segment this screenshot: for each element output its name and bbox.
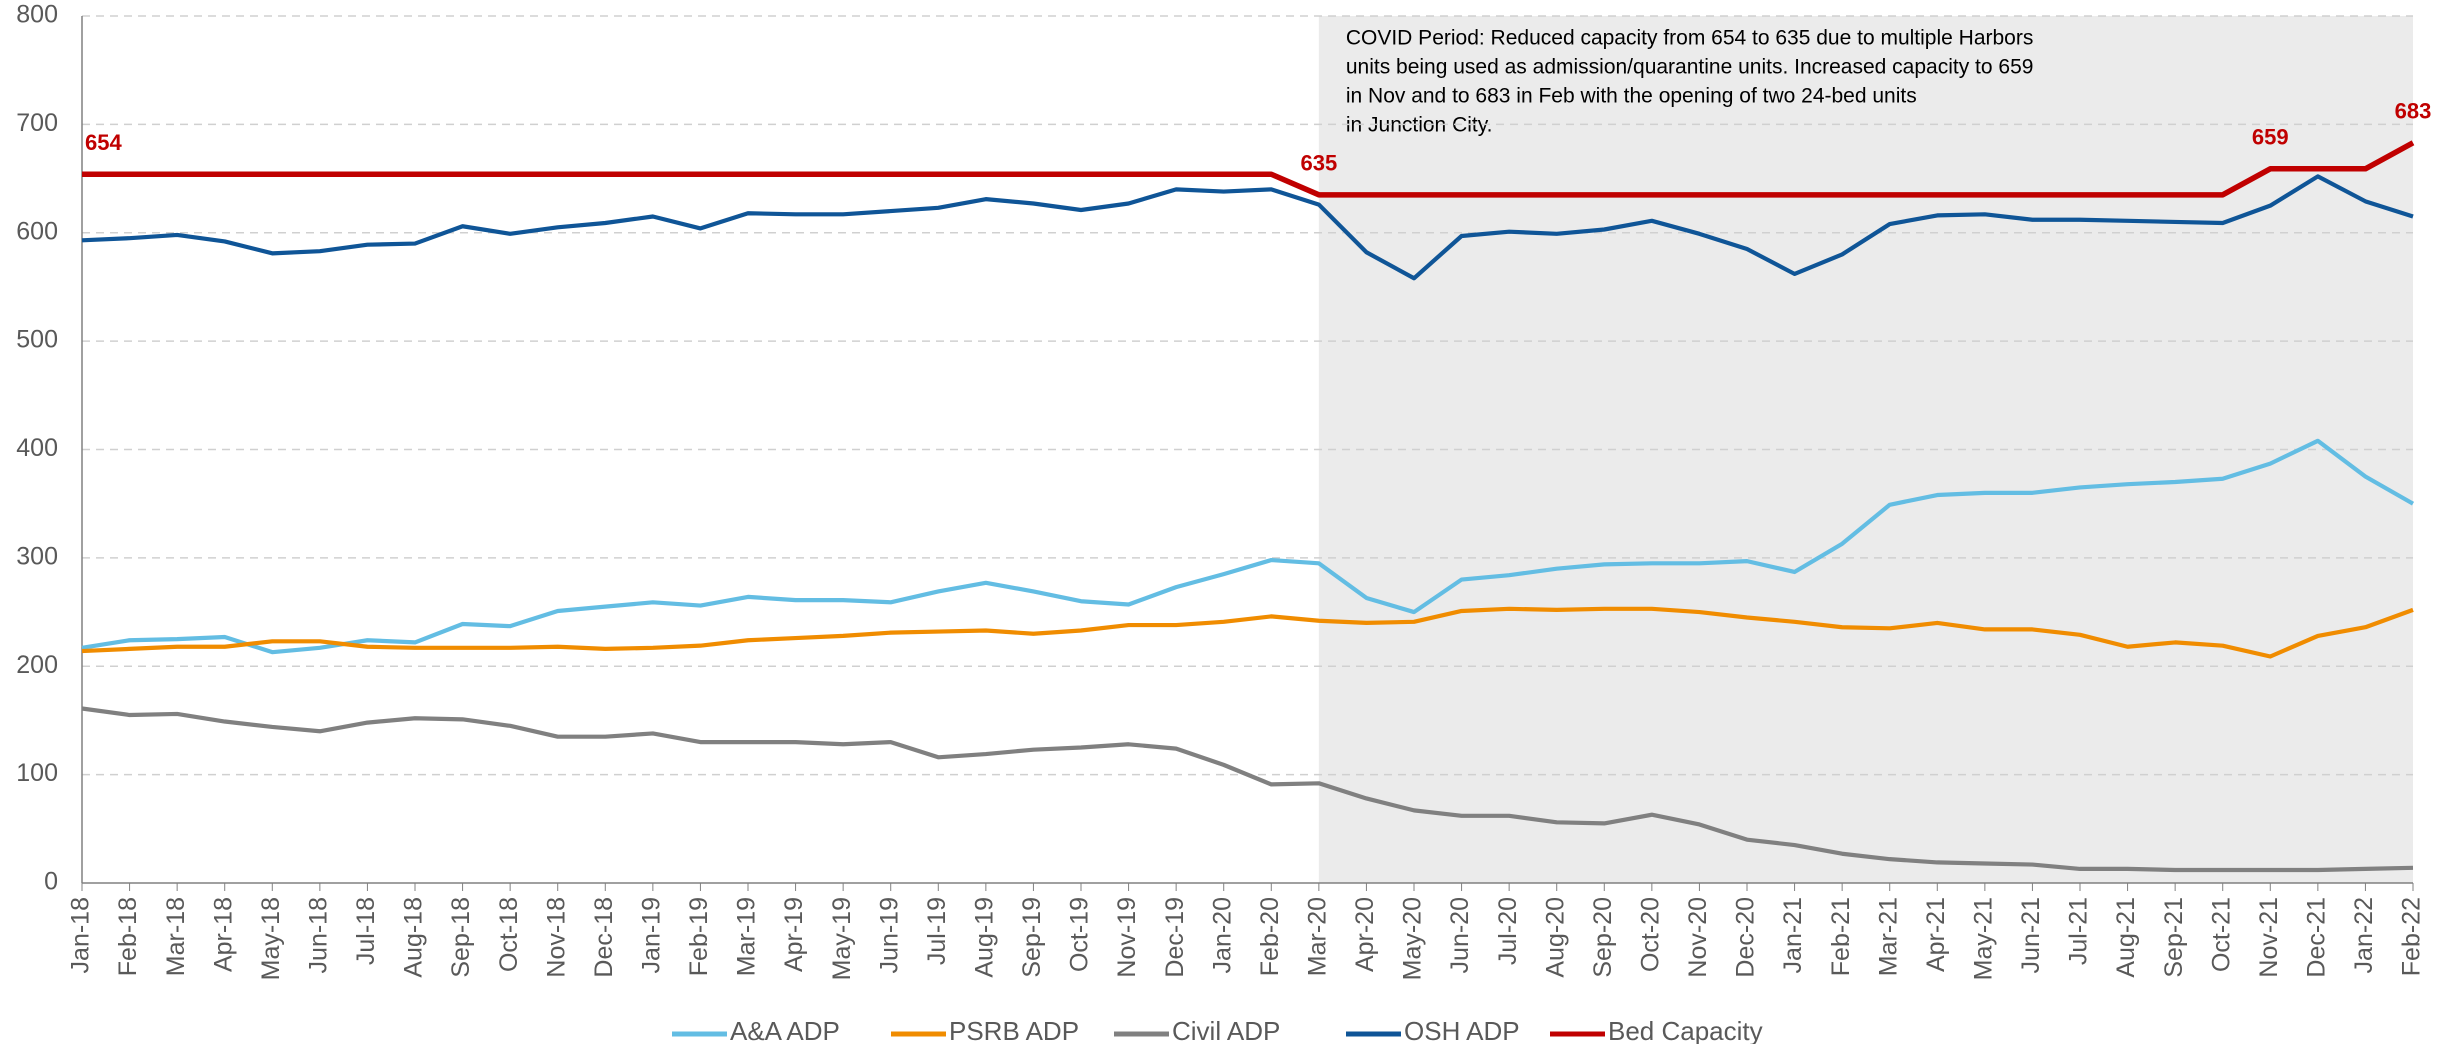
x-tick-label: Mar-18	[162, 897, 190, 976]
x-tick-label: Jun-18	[304, 897, 332, 973]
x-tick-label: Jan-21	[1779, 897, 1807, 973]
x-tick-label: May-20	[1399, 897, 1427, 980]
x-tick-label: Oct-20	[1636, 897, 1664, 972]
x-tick-label: Oct-19	[1066, 897, 1094, 972]
x-tick-label: Oct-18	[495, 897, 523, 972]
y-tick-label: 700	[16, 109, 58, 137]
series-line	[81, 606, 2414, 659]
x-tick-label: Sep-21	[2160, 897, 2188, 978]
x-tick-label: Jun-21	[2017, 897, 2045, 973]
series-line	[82, 140, 2415, 198]
y-tick-label: 400	[16, 434, 58, 462]
x-tick-label: Dec-19	[1161, 897, 1189, 978]
legend-label: A&A ADP	[730, 1016, 840, 1044]
x-tick-label: Dec-21	[2302, 897, 2330, 978]
x-tick-label: Jul-19	[923, 897, 951, 965]
data-label: 654	[85, 130, 122, 155]
annotation: COVID Period: Reduced capacity from 654 …	[1346, 27, 2034, 50]
x-tick-label: Apr-20	[1351, 897, 1379, 972]
x-tick-label: Feb-21	[1827, 897, 1855, 976]
x-tick-label: Nov-19	[1113, 897, 1141, 978]
x-tick-label: Sep-18	[447, 897, 475, 978]
y-tick-label: 500	[16, 326, 58, 354]
series-line	[81, 174, 2414, 281]
legend-label: Bed Capacity	[1608, 1016, 1763, 1044]
x-tick-label: Feb-19	[685, 897, 713, 976]
y-tick-label: 0	[44, 868, 58, 896]
x-tick-label: May-19	[828, 897, 856, 980]
x-tick-label: Jan-18	[67, 897, 95, 973]
y-tick-label: 100	[16, 759, 58, 787]
x-tick-label: Apr-19	[780, 897, 808, 972]
x-tick-label: Jul-21	[2065, 897, 2093, 965]
data-label: 659	[2252, 125, 2289, 150]
x-tick-label: May-18	[257, 897, 285, 980]
y-tick-label: 300	[16, 542, 58, 570]
x-tick-label: Sep-20	[1589, 897, 1617, 978]
x-tick-label: Dec-18	[590, 897, 618, 978]
x-tick-label: Mar-19	[733, 897, 761, 976]
x-tick-label: Nov-21	[2255, 897, 2283, 978]
annotation: in Nov and to 683 in Feb with the openin…	[1346, 85, 1917, 108]
y-tick-label: 800	[16, 1, 58, 29]
x-tick-label: Feb-18	[114, 897, 142, 976]
x-tick-label: Dec-20	[1732, 897, 1760, 978]
legend-label: Civil ADP	[1172, 1016, 1280, 1044]
series-line	[81, 706, 2414, 873]
x-tick-label: Feb-22	[2398, 897, 2426, 976]
x-tick-label: Jan-20	[1208, 897, 1236, 973]
legend-label: OSH ADP	[1404, 1016, 1520, 1044]
x-tick-label: Aug-19	[970, 897, 998, 978]
x-tick-label: Sep-19	[1018, 897, 1046, 978]
x-tick-label: Jul-20	[1494, 897, 1522, 965]
x-tick-label: Apr-18	[209, 897, 237, 972]
x-tick-label: Nov-20	[1684, 897, 1712, 978]
y-tick-label: 200	[16, 651, 58, 679]
x-tick-label: Aug-21	[2112, 897, 2140, 978]
x-tick-label: Oct-21	[2207, 897, 2235, 972]
x-tick-label: Apr-21	[1922, 897, 1950, 972]
legend-label: PSRB ADP	[949, 1016, 1079, 1044]
x-tick-label: Jun-20	[1446, 897, 1474, 973]
x-tick-label: Jul-18	[352, 897, 380, 965]
x-tick-label: Aug-20	[1541, 897, 1569, 978]
x-tick-label: May-21	[1969, 897, 1997, 980]
x-tick-label: Aug-18	[400, 897, 428, 978]
x-tick-label: Mar-20	[1303, 897, 1331, 976]
x-tick-label: Jan-22	[2350, 897, 2378, 973]
annotation: units being used as admission/quarantine…	[1346, 56, 2034, 79]
x-tick-label: Nov-18	[542, 897, 570, 978]
y-tick-label: 600	[16, 217, 58, 245]
x-tick-label: Mar-21	[1874, 897, 1902, 976]
x-tick-label: Jan-19	[637, 897, 665, 973]
series-line	[81, 438, 2415, 655]
data-label: 635	[1300, 151, 1337, 176]
data-label: 683	[2395, 99, 2432, 124]
x-tick-label: Feb-20	[1256, 897, 1284, 976]
x-tick-label: Jun-19	[875, 897, 903, 973]
